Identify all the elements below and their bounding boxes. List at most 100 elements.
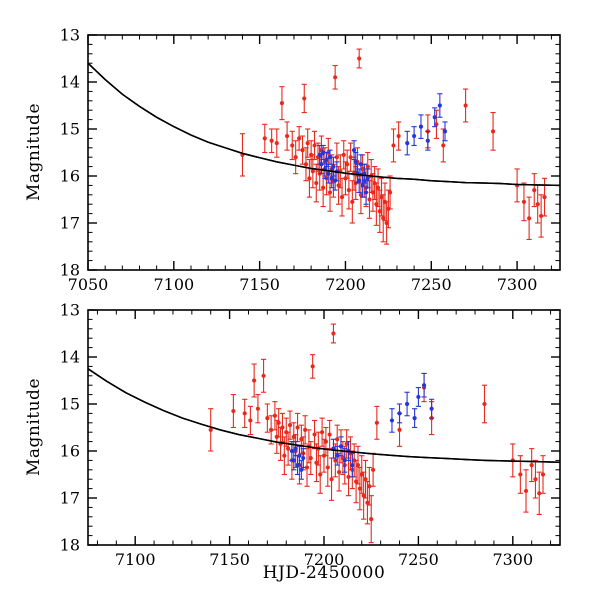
y-tick-label: 15	[60, 120, 80, 139]
red-photometry-point	[346, 474, 351, 479]
red-photometry-point	[269, 138, 274, 143]
red-photometry-point	[379, 195, 384, 200]
y-axis-label-top: Magnitude	[24, 102, 44, 202]
blue-photometry-point	[358, 162, 364, 167]
red-photometry-point	[293, 155, 298, 160]
x-tick-label: 7250	[411, 275, 452, 294]
red-photometry-point	[384, 220, 389, 226]
red-photometry-point	[358, 192, 364, 197]
red-photometry-point	[290, 143, 295, 148]
red-photometry-point	[529, 463, 534, 468]
red-photometry-point	[242, 411, 247, 416]
blue-photometry-point	[404, 401, 410, 407]
blue-photometry-point	[405, 141, 410, 146]
red-photometry-point	[333, 458, 338, 463]
y-tick-label: 16	[60, 442, 80, 461]
x-tick-label: 7150	[239, 275, 280, 294]
y-tick-label: 15	[60, 395, 80, 414]
red-photometry-point	[231, 408, 236, 414]
x-tick-label: 7300	[492, 550, 533, 569]
red-photometry-point	[532, 188, 537, 193]
red-photometry-point	[375, 185, 381, 190]
blue-photometry-point	[365, 176, 370, 181]
blue-photometry-point	[432, 115, 437, 120]
red-photometry-point	[248, 418, 253, 423]
red-photometry-point	[374, 420, 379, 425]
red-photometry-point	[310, 364, 315, 369]
blue-photometry-point	[321, 150, 326, 155]
axis-ticks	[88, 309, 560, 546]
red-photometry-point	[535, 202, 540, 207]
y-tick-label: 13	[60, 26, 80, 45]
blue-photometry-point	[293, 446, 298, 451]
y-tick-label: 18	[60, 261, 80, 280]
red-photometry-point	[314, 180, 319, 186]
red-photometry-point	[329, 477, 334, 482]
red-photometry-point	[345, 162, 350, 167]
y-tick-label: 17	[60, 489, 80, 508]
red-photometry-point	[490, 129, 496, 134]
red-photometry-point	[374, 202, 379, 207]
red-photometry-point	[357, 486, 362, 491]
x-tick-label: 7300	[497, 275, 538, 294]
red-photometry-point	[261, 373, 266, 378]
red-photometry-point	[361, 493, 366, 498]
y-tick-label: 16	[60, 167, 80, 186]
y-tick-label: 17	[60, 214, 80, 233]
x-tick-label: 7100	[153, 275, 194, 294]
red-photometry-point	[327, 432, 332, 437]
blue-photometry-point	[329, 176, 334, 181]
x-tick-label: 7050	[68, 275, 109, 294]
red-photometry-point	[279, 101, 285, 106]
red-photometry-point	[387, 190, 393, 195]
red-photometry-point	[434, 122, 439, 127]
panel-bottom: 7100 7150 7200 7250 7300 13 14 15 16 17 18	[60, 301, 561, 569]
x-tick-label: 7200	[325, 275, 366, 294]
blue-photometry-point	[437, 103, 442, 108]
red-photometry-point	[339, 195, 345, 200]
data-region	[88, 323, 560, 544]
red-photometry-point	[527, 216, 532, 221]
red-photometry-point	[334, 155, 339, 160]
red-photometry-series	[208, 323, 546, 544]
red-photometry-point	[539, 213, 544, 219]
red-photometry-point	[337, 470, 342, 475]
red-photometry-point	[365, 164, 370, 169]
red-photometry-point	[300, 148, 305, 153]
blue-photometry-point	[360, 183, 365, 188]
red-photometry-point	[276, 420, 281, 425]
red-photometry-point	[397, 427, 402, 432]
x-tick-label: 7150	[209, 550, 250, 569]
red-photometry-point	[325, 465, 330, 470]
red-photometry-point	[320, 430, 325, 435]
plot-box	[87, 34, 561, 271]
red-photometry-point	[272, 413, 278, 418]
red-photometry-point	[333, 75, 338, 80]
y-tick-label: 18	[60, 536, 80, 555]
model-curve-overlay	[88, 368, 560, 464]
blue-photometry-point	[338, 444, 344, 449]
red-photometry-point	[280, 425, 285, 430]
red-photometry-point	[518, 472, 523, 477]
red-photometry-point	[295, 425, 300, 430]
red-photometry-point	[365, 500, 370, 505]
blue-photometry-point	[429, 406, 434, 411]
blue-photometry-point	[324, 157, 329, 162]
blue-photometry-point	[418, 124, 424, 129]
red-photometry-point	[302, 96, 307, 101]
red-photometry-point	[463, 103, 468, 108]
red-photometry-point	[255, 406, 261, 411]
x-tick-label: 7200	[304, 550, 345, 569]
red-photometry-point	[262, 136, 267, 141]
red-photometry-point	[359, 472, 364, 477]
blue-photometry-point	[397, 411, 402, 416]
red-photometry-point	[331, 331, 336, 336]
red-photometry-point	[303, 427, 308, 432]
red-photometry-point	[367, 197, 372, 202]
red-photometry-point	[360, 166, 365, 172]
blue-photometry-point	[331, 164, 336, 169]
y-tick-label: 14	[60, 348, 80, 367]
red-photometry-point	[312, 143, 317, 148]
blue-photometry-point	[342, 458, 347, 463]
